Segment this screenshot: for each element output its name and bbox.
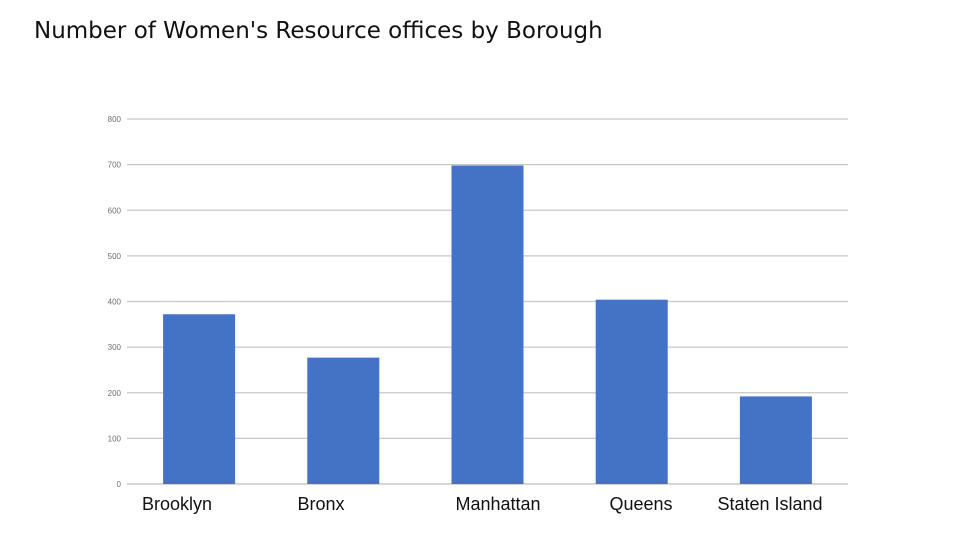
chart-title: Number of Women's Resource offices by Bo… bbox=[34, 18, 603, 44]
y-tick-label: 500 bbox=[108, 252, 122, 261]
x-axis-labels: Brooklyn Bronx Manhattan Queens Staten Islan… bbox=[142, 494, 823, 514]
y-tick-label: 400 bbox=[108, 298, 122, 307]
x-tick-label: Brooklyn bbox=[142, 494, 212, 514]
x-tick-label: Staten Island bbox=[717, 494, 822, 514]
y-tick-label: 300 bbox=[108, 343, 122, 352]
bar-staten-island bbox=[739, 396, 812, 484]
y-tick-label: 800 bbox=[108, 115, 122, 124]
bar-queens bbox=[595, 299, 668, 484]
y-tick-label: 700 bbox=[108, 161, 122, 170]
y-tick-label: 600 bbox=[108, 206, 122, 215]
x-tick-label: Manhattan bbox=[455, 494, 540, 514]
y-tick-label: 100 bbox=[108, 434, 122, 443]
bars bbox=[163, 165, 812, 484]
y-tick-label: 200 bbox=[108, 389, 122, 398]
bar-bronx bbox=[307, 357, 380, 484]
bar-manhattan bbox=[451, 165, 524, 484]
x-tick-label: Queens bbox=[609, 494, 672, 514]
x-tick-label: Bronx bbox=[297, 494, 344, 514]
y-axis-ticks: 0 100 200 300 400 500 600 700 800 bbox=[108, 115, 122, 489]
bar-brooklyn bbox=[163, 314, 236, 484]
y-tick-label: 0 bbox=[117, 480, 122, 489]
